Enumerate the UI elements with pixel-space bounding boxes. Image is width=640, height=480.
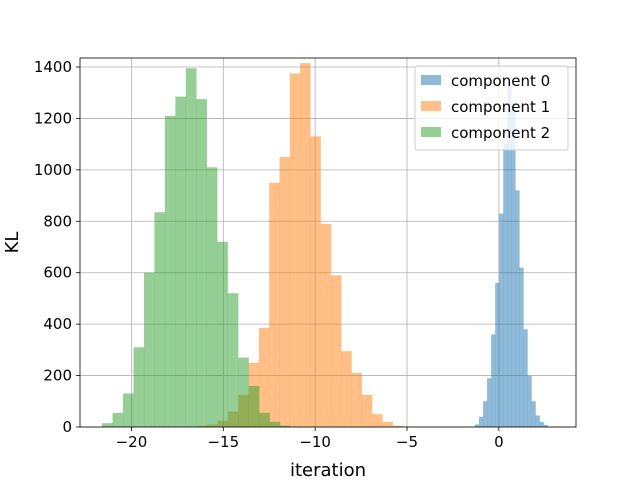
bar-component-1 xyxy=(279,157,290,427)
x-tick-label: 0 xyxy=(494,433,504,451)
bar-component-0 xyxy=(535,415,540,427)
bar-component-2 xyxy=(133,347,145,427)
bar-component-0 xyxy=(503,144,508,427)
bar-component-1 xyxy=(269,182,280,427)
bar-component-2 xyxy=(206,167,218,428)
bar-component-1 xyxy=(361,394,373,427)
bar-component-0 xyxy=(519,267,524,427)
x-tick-label: −15 xyxy=(207,433,239,451)
bar-component-2 xyxy=(175,96,187,428)
y-tick-label: 1200 xyxy=(34,109,72,127)
bar-component-2 xyxy=(143,272,155,427)
bar-component-2 xyxy=(217,241,228,427)
bar-component-0 xyxy=(515,190,520,427)
bar-component-2 xyxy=(102,423,113,427)
y-axis: 0 200 400 600 800 1000 1200 1400 xyxy=(34,58,80,436)
bar-component-1 xyxy=(289,73,301,427)
bar-component-2 xyxy=(280,425,291,427)
bar-component-2 xyxy=(269,421,281,427)
x-axis: −20 −15 −10 −5 0 xyxy=(116,427,504,451)
bar-component-0 xyxy=(523,329,528,427)
y-tick-label: 1400 xyxy=(34,58,72,76)
bar-component-2 xyxy=(154,212,166,427)
x-axis-label: iteration xyxy=(290,460,366,480)
y-tick-label: 600 xyxy=(43,264,72,282)
bar-component-1 xyxy=(258,328,270,427)
bar-component-2 xyxy=(259,412,270,427)
bar-component-0 xyxy=(495,283,500,427)
legend: component 0 component 1 component 2 xyxy=(414,65,569,151)
bar-component-1 xyxy=(341,351,352,427)
bar-component-1 xyxy=(382,421,393,427)
legend-swatch-component-1 xyxy=(421,101,441,111)
y-axis-label: KL xyxy=(2,232,23,254)
legend-label-component-1: component 1 xyxy=(451,98,550,116)
bar-component-0 xyxy=(483,401,488,427)
bar-component-0 xyxy=(511,103,516,427)
bar-component-1 xyxy=(372,414,383,427)
bar-component-1 xyxy=(392,425,404,427)
y-tick-label: 1000 xyxy=(34,161,72,179)
legend-swatch-component-2 xyxy=(421,127,441,137)
bar-component-0 xyxy=(539,421,544,427)
legend-box xyxy=(414,65,569,151)
bar-component-1 xyxy=(351,373,363,427)
legend-swatch-component-0 xyxy=(421,75,441,85)
bar-component-2 xyxy=(238,357,249,427)
bar-component-0 xyxy=(491,334,496,427)
bar-component-2 xyxy=(164,115,176,427)
x-tick-label: −20 xyxy=(116,433,148,451)
bar-component-1 xyxy=(330,275,342,427)
bar-component-1 xyxy=(300,63,311,428)
plot-frame xyxy=(79,57,577,428)
bar-component-0 xyxy=(527,375,532,427)
y-tick-label: 800 xyxy=(43,212,72,230)
bar-component-0 xyxy=(499,213,504,427)
bar-component-1 xyxy=(310,136,321,427)
bar-component-0 xyxy=(474,424,480,427)
bar-component-2 xyxy=(112,412,124,427)
y-tick-label: 0 xyxy=(62,418,72,436)
bar-component-0 xyxy=(487,378,492,427)
bar-component-0 xyxy=(479,416,484,427)
bar-component-1 xyxy=(320,223,332,427)
legend-label-component-0: component 0 xyxy=(451,72,550,90)
bar-component-2 xyxy=(248,385,260,427)
x-tick-label: −5 xyxy=(396,433,418,451)
x-tick-label: −10 xyxy=(299,433,331,451)
y-tick-label: 200 xyxy=(43,367,72,385)
y-tick-label: 400 xyxy=(43,315,72,333)
histogram-bars xyxy=(102,63,548,428)
bar-component-0 xyxy=(507,82,512,427)
legend-label-component-2: component 2 xyxy=(451,124,550,142)
bar-component-2 xyxy=(196,99,207,428)
bar-component-0 xyxy=(531,401,536,427)
bar-component-2 xyxy=(227,293,239,427)
bar-component-2 xyxy=(185,68,197,428)
bar-component-2 xyxy=(122,393,134,427)
bar-component-0 xyxy=(543,424,548,427)
